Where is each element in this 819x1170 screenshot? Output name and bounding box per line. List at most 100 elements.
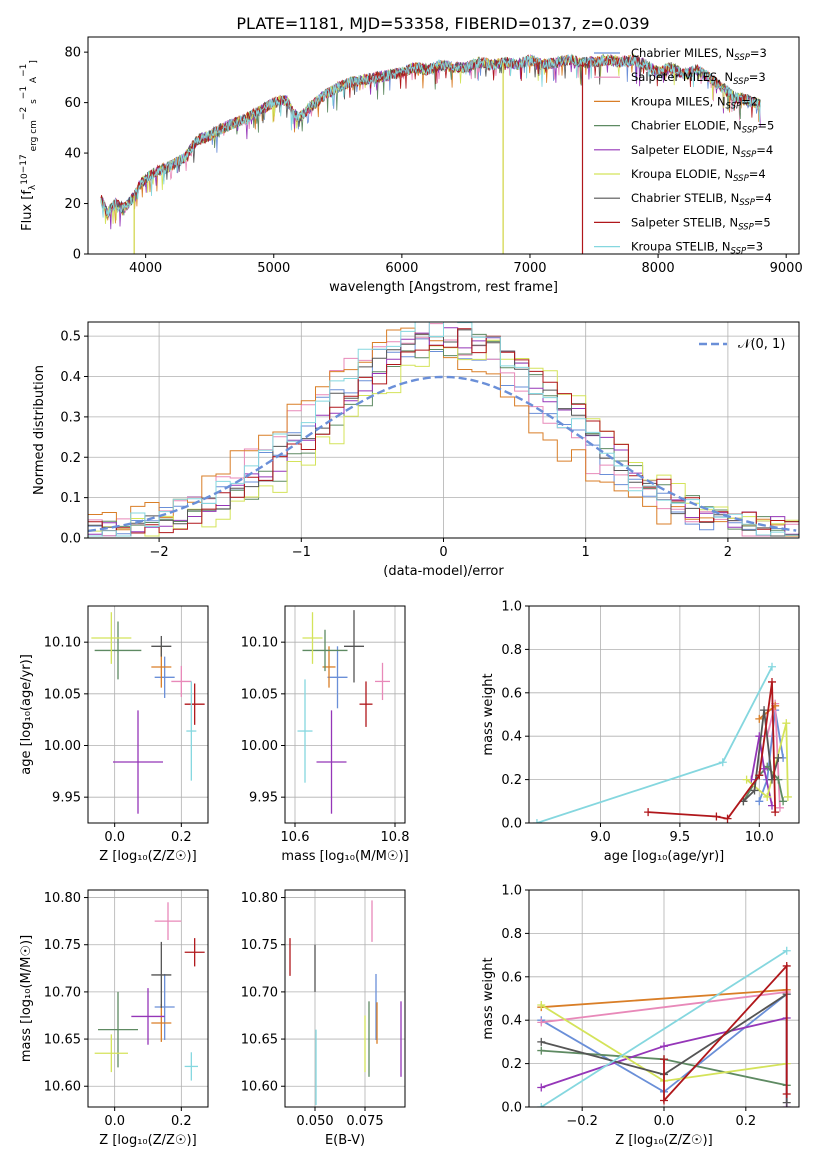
x-tick-label: 5000 [257,261,290,276]
legend-value: =3 [750,46,767,60]
y-tick-label: 0.8 [501,643,522,658]
age-vs-mass-panel: 10.6 10.8 9.95 10.00 10.05 10.10 mass [log₁₀(M… [241,605,409,864]
axes-frame [528,889,800,1108]
y-tick-label: 0.2 [501,773,522,788]
legend-entry: Salpeter ELODIE, NSSP=4 [631,143,773,160]
legend-entry: Chabrier MILES, NSSP=3 [631,46,767,63]
weight-marker [742,775,751,784]
x-axis-label: Z [log₁₀(Z/Z☉)] [99,849,196,864]
weight-marker [782,961,791,970]
y-tick-label: 10.10 [44,636,81,651]
weight-marker [782,1089,791,1098]
y-axis-label-part: Flux [f [20,190,35,231]
histogram-step [88,328,799,536]
x-tick-label: −2 [150,545,169,560]
y-tick-label: 0.4 [501,1014,522,1029]
legend-subscript: SSP [734,53,750,63]
y-axis-label: age [log₁₀(age/yr)] [19,654,34,775]
weight-marker [782,946,791,955]
y-tick-label: 10.70 [241,985,278,1000]
x-tick-label: 6000 [385,261,418,276]
axes-frame [87,36,800,255]
weight-marker [537,1037,546,1046]
weight-marker [537,1083,546,1092]
weight-marker [660,1042,668,1051]
x-tick-label: 2 [724,545,732,560]
weight-vs-metallicity-panel: −0.2 0.0 0.2 0.0 0.2 0.4 0.6 0.8 1.0 Z [log₁₀(Z/Z… [481,884,800,1148]
legend-subscript: SSP [733,174,749,184]
axes-frame [87,889,209,1108]
x-tick-label: 0.2 [735,1114,756,1129]
y-tick-label: 0.4 [501,730,522,745]
legend-entry: Kroupa STELIB, NSSP=3 [631,240,763,257]
axes-frame [528,605,800,824]
legend-name: Kroupa MILES, N [631,94,726,108]
plot-area [537,946,791,1107]
y-tick-label: 0.1 [60,491,81,506]
x-tick-label: 0.0 [654,1114,675,1129]
legend-value: =4 [755,191,772,205]
x-tick-label: 0 [439,545,447,560]
weight-marker [755,797,764,806]
histogram-step [88,329,799,537]
legend-name: Chabrier ELODIE, N [631,119,742,133]
legend-value: =4 [756,143,773,157]
plot-area [289,900,402,1106]
x-axis-label: age [log₁₀(age/yr)] [604,849,725,864]
y-axis-label-part: A [29,76,39,86]
mass-vs-ebv-panel: 0.050 0.075 10.60 10.65 10.70 10.75 10.80 E(B-V… [241,889,406,1148]
weight-marker [660,1055,668,1064]
age-vs-metallicity-panel: 0.0 0.2 9.95 10.00 10.05 10.10 Z [log₁₀(Z/Z☉)]… [19,605,209,864]
x-axis-label: mass [log₁₀(M/M☉)] [281,849,408,864]
weight-marker [768,677,776,686]
weight-marker [760,764,769,773]
axes-frame [284,605,406,824]
legend-name: Kroupa ELODIE, N [631,167,733,181]
legend-entry: Salpeter MILES, NSSP=3 [631,70,766,87]
weight-marker [537,1001,546,1010]
y-tick-label: 10.80 [241,891,278,906]
gaussian-curve [88,375,797,533]
y-tick-label: 10.65 [44,1033,81,1048]
y-axis-label-part: λ [28,184,38,190]
y-tick-label: 10.75 [44,938,81,953]
weight-marker [712,812,721,821]
weight-line [541,991,787,1024]
y-tick-label: 0.6 [501,970,522,985]
axes-frame [284,889,406,1108]
mass-vs-metallicity-panel: 0.0 0.2 10.60 10.65 10.70 10.75 10.80 Z [log₁₀(… [19,889,209,1148]
legend-entry: 𝒩(0, 1) [738,337,785,352]
plot-area [532,662,792,823]
weight-marker [644,808,653,817]
y-axis-label: mass weight [481,673,496,755]
x-tick-label: 9.5 [670,830,691,845]
y-tick-label: 10.60 [44,1080,81,1095]
legend-value: =2 [741,94,758,108]
x-axis-label: Z [log₁₀(Z/Z☉)] [99,1133,196,1148]
y-tick-label: 0.5 [60,330,81,345]
x-tick-label: 10.6 [281,830,310,845]
x-tick-label: 10.0 [745,830,774,845]
axes-frame [87,605,209,824]
weight-marker [755,714,764,723]
weight-marker [760,706,769,715]
y-axis-label-part: ] [29,60,39,64]
y-tick-label: 10.75 [241,938,278,953]
weight-line [746,722,789,799]
x-axis-label: E(B-V) [325,1133,365,1148]
x-tick-label: 0.050 [296,1114,333,1129]
weight-marker [718,758,727,767]
legend-entry: Chabrier STELIB, NSSP=4 [631,191,772,208]
plot-area [100,52,761,254]
y-axis-label: Flux [fλ10−17 erg cm−2 s−1 A−1] [19,60,39,231]
y-tick-label: 0.3 [60,410,81,425]
y-tick-label: 0.0 [501,1101,522,1116]
y-tick-label: 0.6 [501,686,522,701]
x-tick-label: 0.2 [171,830,192,845]
y-tick-label: 40 [64,147,81,162]
y-tick-label: 10.65 [241,1033,278,1048]
x-tick-label: −1 [292,545,311,560]
y-axis-label: Normed distribution [32,365,47,495]
x-tick-label: 7000 [513,261,546,276]
y-tick-label: 0.0 [60,532,81,547]
